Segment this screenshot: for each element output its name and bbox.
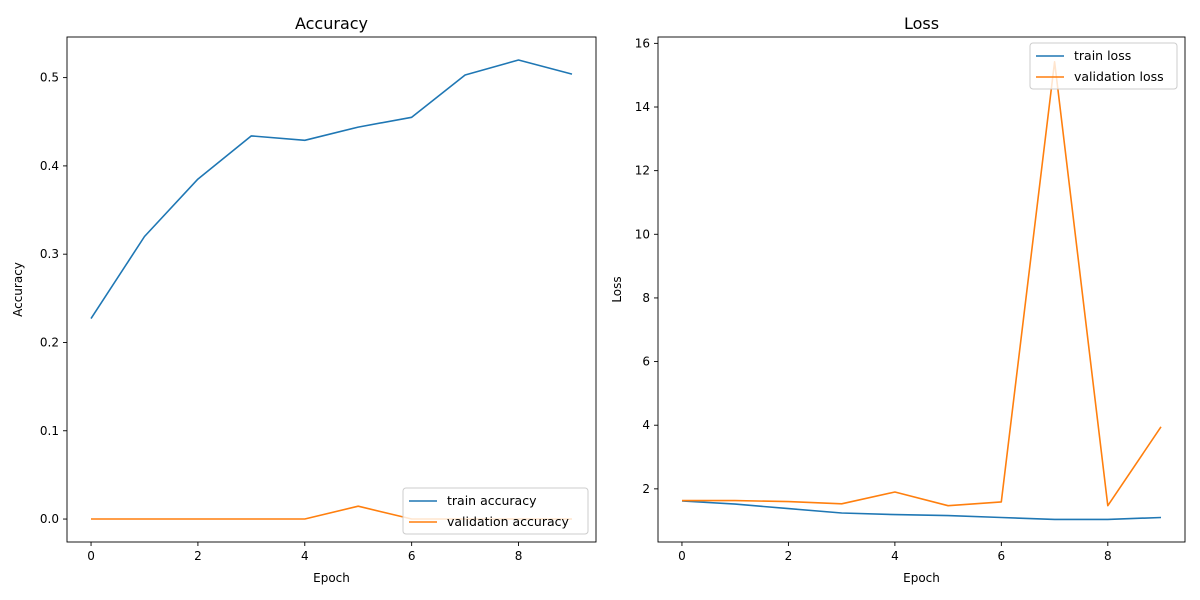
legend-box [1029,42,1178,90]
y-tick-label: 4 [642,418,650,432]
y-tick-label: 0.4 [40,159,59,173]
series-line-train-accuracy [90,59,573,320]
y-tick-label: 14 [635,100,650,114]
y-tick-label: 6 [642,355,650,369]
chart-title: Accuracy [295,14,368,33]
x-tick-label: 2 [194,549,202,563]
legend: train loss validation loss [1029,42,1178,90]
y-tick-label: 8 [642,291,650,305]
legend-label: train accuracy [447,493,537,508]
legend-label: validation accuracy [447,514,570,529]
chart-loss: Loss 0 2 4 6 8 2 4 6 8 10 12 14 16 Epoch Loss train loss… [610,14,1186,585]
series-line-validation-loss [682,60,1162,507]
x-tick-label: 0 [87,549,95,563]
y-tick-label: 0.1 [40,424,59,438]
x-tick-label: 8 [515,549,523,563]
y-tick-label: 0.5 [40,71,59,85]
legend-box [402,487,589,535]
chart-accuracy: Accuracy 0 2 4 6 8 0.0 0.1 0.2 0.3 0.4 0.5 Epoch Accu… [11,14,597,585]
plot-frame [657,36,1186,543]
series-line-train-loss [681,500,1162,521]
x-tick-label: 4 [891,549,899,563]
y-axis-label: Accuracy [11,262,25,317]
legend-label: validation loss [1074,69,1164,84]
x-tick-label: 0 [678,549,686,563]
x-axis-label: Epoch [313,571,350,585]
x-tick-label: 8 [1104,549,1112,563]
legend: train accuracy validation accuracy [402,487,589,535]
y-tick-label: 0.3 [40,247,59,261]
x-tick-label: 4 [301,549,309,563]
y-tick-label: 12 [635,164,650,178]
x-tick-label: 6 [998,549,1006,563]
legend-label: train loss [1074,48,1131,63]
x-axis-label: Epoch [903,571,940,585]
x-tick-label: 6 [408,549,416,563]
y-tick-label: 10 [635,227,650,241]
y-tick-label: 16 [635,36,650,50]
chart-title: Loss [904,14,939,33]
y-tick-label: 0.0 [40,512,59,526]
y-axis-label: Loss [610,276,624,302]
y-tick-label: 0.2 [40,335,59,349]
plot-frame [66,36,597,543]
y-tick-label: 2 [642,482,650,496]
x-tick-label: 2 [785,549,793,563]
